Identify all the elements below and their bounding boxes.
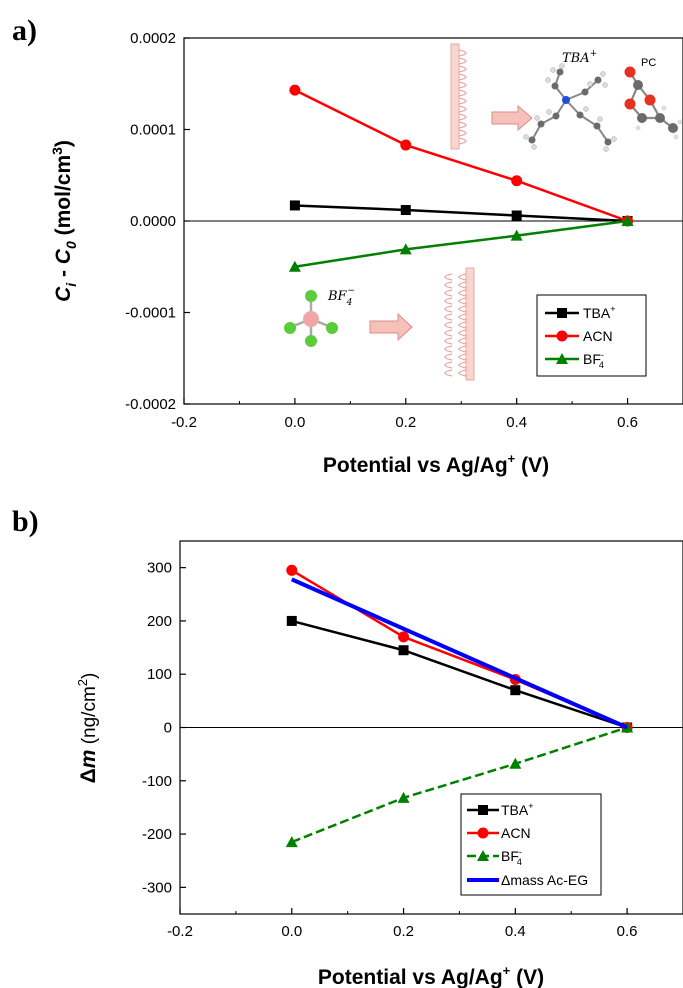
panel-a: a) -0.2 0.0 0.2 0.4 0.6 -0.0002 -0.0001 0.0000 0… (12, 14, 683, 477)
data-point-triangle (509, 757, 522, 769)
data-point-circle (398, 631, 410, 643)
y-tick-label: -200 (142, 826, 172, 843)
y-tick-label: -100 (142, 773, 172, 790)
data-point-triangle (285, 836, 298, 848)
tba-molecule-icon (523, 63, 617, 152)
x-tick-label: 0.6 (617, 923, 638, 940)
series-line-tba (294, 204, 628, 223)
x-tick-label: 0.2 (393, 923, 414, 940)
legend-marker-acn (556, 330, 568, 342)
inset-pc-label: PC (641, 57, 656, 69)
data-point-square (511, 210, 522, 221)
panel-b-legend: TBA+ ACN BF-4 Δmass Ac-EG (460, 793, 602, 896)
legend-b-marker-bf4 (477, 850, 489, 861)
data-point-circle (400, 139, 412, 151)
data-point-triangle (397, 791, 410, 803)
panel-b-y-axis-title: Δm (ng/cm2) (75, 673, 100, 784)
data-point-triangle (399, 243, 412, 255)
panel-b-x-axis-title: Potential vs Ag/Ag+ (V) (318, 963, 544, 988)
pc-molecule-icon (624, 66, 683, 140)
y-tick-label: -300 (142, 879, 172, 896)
panel-a-series (288, 84, 634, 272)
y-tick-label: 200 (147, 613, 172, 630)
series-line-tba (291, 619, 628, 729)
data-point-square (289, 200, 300, 211)
bf4-molecule-icon (284, 290, 338, 347)
x-tick-label: 0.4 (505, 923, 526, 940)
legend-b-label-mass: Δmass Ac-EG (501, 872, 588, 888)
legend-b-label-tba: TBA+ (501, 801, 534, 818)
data-point-square (398, 645, 409, 656)
panel-b: b) -0.2 0.0 0.2 0.4 0.6 -300 -200 -100 0 100 200 30… (12, 505, 683, 988)
arrow-right-icon (369, 312, 413, 342)
series-line-acn (294, 89, 628, 223)
x-tick-label: -0.2 (171, 414, 197, 431)
data-point-circle (511, 175, 523, 187)
y-tick-label: -0.0002 (125, 396, 176, 413)
data-point-triangle (621, 215, 634, 226)
y-tick-label: 0 (164, 720, 172, 737)
panel-a-inset-bf4-adsorption: BF4− (284, 267, 475, 381)
legend-b-marker-tba (478, 805, 488, 815)
y-tick-label: 0.0000 (130, 213, 176, 230)
panel-b-series (285, 564, 634, 848)
panel-a-legend: TBA+ ACN BF-4 (536, 294, 647, 377)
y-tick-label: 0.0001 (130, 122, 176, 139)
x-tick-label: 0.6 (617, 414, 638, 431)
arrow-right-icon (491, 104, 533, 132)
legend-b-marker-acn (477, 827, 489, 839)
series-line-bf (294, 219, 628, 268)
electrode-double-layer-illustration (450, 43, 467, 150)
data-point-square (286, 615, 297, 626)
y-tick-label: 300 (147, 560, 172, 577)
y-tick-label: -0.0001 (125, 305, 176, 322)
x-tick-label: 0.2 (395, 414, 416, 431)
x-tick-label: 0.0 (281, 923, 302, 940)
panel-a-x-axis-title: Potential vs Ag/Ag+ (V) (323, 451, 549, 477)
legend-label-tba: TBA+ (583, 304, 616, 321)
panel-b-label: b) (12, 505, 39, 538)
legend-b-label-acn: ACN (501, 825, 531, 841)
x-tick-label: 0.4 (506, 414, 527, 431)
data-point-circle (289, 84, 301, 96)
inset-bf4-label: BF4− (327, 286, 355, 308)
legend-marker-bf4 (556, 353, 568, 364)
panel-a-inset-tba-adsorption: TBA+ PC (450, 43, 683, 152)
panel-a-label: a) (12, 14, 37, 47)
data-point-triangle (510, 229, 523, 241)
panel-a-y-axis-title: Ci - C0 (mol/cm3) (49, 140, 79, 302)
data-point-triangle (288, 260, 301, 272)
data-point-square (400, 205, 411, 216)
legend-marker-tba (557, 308, 567, 318)
panel-b-axes: -0.2 0.0 0.2 0.4 0.6 -300 -200 -100 0 100 200 300 (142, 560, 683, 940)
y-tick-label: 0.0002 (130, 30, 176, 47)
legend-b-label-bf4: BF-4 (501, 847, 522, 867)
inset-tba-label: TBA+ (562, 49, 597, 66)
legend-label-bf4: BF-4 (583, 350, 604, 370)
panel-a-axes: -0.2 0.0 0.2 0.4 0.6 -0.0002 -0.0001 0.0000 0.00… (125, 30, 683, 431)
electrode-double-layer-illustration (444, 267, 475, 381)
series-line--mass-ac-eg (290, 577, 628, 730)
data-point-circle (286, 564, 298, 576)
data-point-square (510, 685, 521, 696)
x-tick-label: 0.0 (284, 414, 305, 431)
series-line-bf (291, 726, 628, 844)
y-tick-label: 100 (147, 666, 172, 683)
legend-label-acn: ACN (583, 328, 613, 344)
x-tick-label: -0.2 (167, 923, 193, 940)
